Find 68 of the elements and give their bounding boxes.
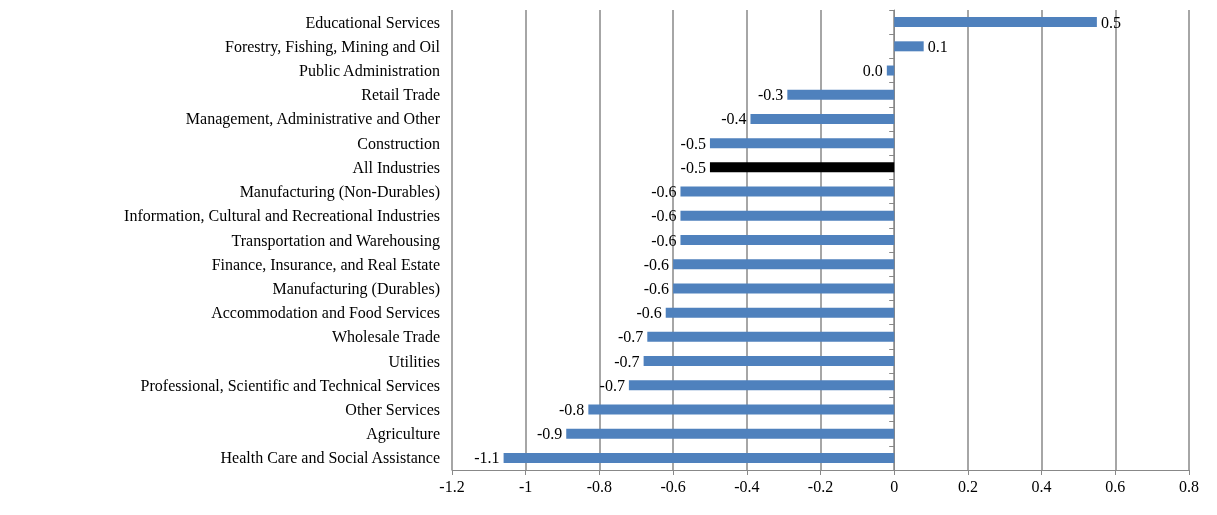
bar <box>647 331 895 342</box>
y-tick-label: Wholesale Trade <box>332 328 440 346</box>
bar <box>886 65 895 76</box>
x-tick-label: -0.2 <box>807 477 834 495</box>
bar <box>894 41 924 52</box>
data-label: -0.7 <box>617 328 644 346</box>
data-label: -0.6 <box>643 279 670 297</box>
y-tick-label: Health Care and Social Assistance <box>220 449 440 467</box>
x-tick-label: -0.8 <box>586 477 613 495</box>
data-label: 0.5 <box>1100 13 1121 31</box>
data-label: -0.6 <box>651 183 677 201</box>
bar <box>894 17 1097 28</box>
data-label: -0.9 <box>536 425 563 443</box>
y-tick-label: Agriculture <box>366 425 440 444</box>
data-label: -0.6 <box>643 255 670 273</box>
bar <box>643 356 895 367</box>
y-tick-label: Construction <box>357 134 440 152</box>
data-label: -0.5 <box>680 134 706 152</box>
bar <box>680 210 895 221</box>
x-tick-label: -0.4 <box>734 477 760 495</box>
data-label: -0.4 <box>721 110 747 128</box>
y-tick-label: Public Administration <box>299 62 440 80</box>
x-tick-label: 0.2 <box>957 477 978 495</box>
y-tick-label: Manufacturing (Durables) <box>272 279 440 298</box>
y-tick-label: Forestry, Fishing, Mining and Oil <box>225 37 441 56</box>
bar <box>628 380 895 391</box>
y-tick-label: Manufacturing (Non-Durables) <box>239 183 440 202</box>
bar <box>787 89 895 100</box>
y-tick-label: Other Services <box>345 400 440 418</box>
x-tick-label: -0.6 <box>660 477 686 495</box>
x-tick-label: 0.4 <box>1031 477 1052 495</box>
x-tick-label: 0.6 <box>1105 477 1126 495</box>
y-tick-label: All Industries <box>352 158 440 176</box>
y-tick-label: Accommodation and Food Services <box>211 304 440 322</box>
y-tick-label: Utilities <box>388 352 440 370</box>
bar <box>709 138 895 149</box>
bar <box>673 283 895 294</box>
bar <box>588 404 895 415</box>
data-label: -0.7 <box>614 352 640 370</box>
y-tick-label: Professional, Scientific and Technical Services <box>140 376 440 394</box>
data-label: -1.1 <box>474 449 500 467</box>
data-label: -0.8 <box>559 400 585 418</box>
bar <box>665 307 895 318</box>
data-label: 0.0 <box>862 62 883 80</box>
data-label: 0.1 <box>927 37 948 55</box>
bar <box>566 428 895 439</box>
data-label: -0.7 <box>599 376 625 394</box>
bar <box>750 113 895 124</box>
y-tick-label: Management, Administrative and Other <box>185 110 441 129</box>
data-label: -0.5 <box>680 158 706 176</box>
data-label: -0.6 <box>651 207 677 225</box>
x-tick-label: 0 <box>890 477 899 495</box>
x-tick-label: -1 <box>519 477 533 495</box>
y-tick-label: Educational Services <box>305 13 440 31</box>
y-tick-label: Transportation and Warehousing <box>231 231 440 250</box>
y-tick-label: Finance, Insurance, and Real Estate <box>211 255 440 273</box>
bar <box>680 186 895 197</box>
bar <box>709 162 895 173</box>
y-tick-label: Information, Cultural and Recreational Industries <box>124 207 440 225</box>
y-tick-label: Retail Trade <box>361 86 440 104</box>
bar <box>503 452 895 463</box>
bar <box>680 235 895 245</box>
data-label: -0.6 <box>636 304 662 322</box>
x-tick-label: 0.8 <box>1179 477 1199 495</box>
data-label: -0.6 <box>651 231 677 249</box>
data-label: -0.3 <box>758 86 784 104</box>
bar <box>673 259 895 270</box>
x-tick-label: -1.2 <box>439 477 465 495</box>
